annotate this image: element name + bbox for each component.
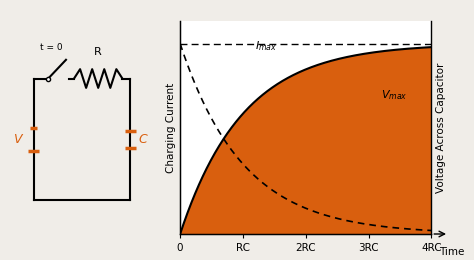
Y-axis label: Voltage Across Capacitor: Voltage Across Capacitor	[436, 62, 446, 193]
Text: t = 0: t = 0	[40, 43, 63, 53]
Text: R: R	[94, 47, 102, 57]
Text: C: C	[139, 133, 148, 146]
Text: $V_{max}$: $V_{max}$	[381, 88, 408, 102]
Text: $I_{max}$: $I_{max}$	[255, 40, 278, 53]
Text: Time: Time	[439, 247, 464, 257]
Text: V: V	[13, 133, 22, 146]
Y-axis label: Charging Current: Charging Current	[166, 82, 176, 173]
